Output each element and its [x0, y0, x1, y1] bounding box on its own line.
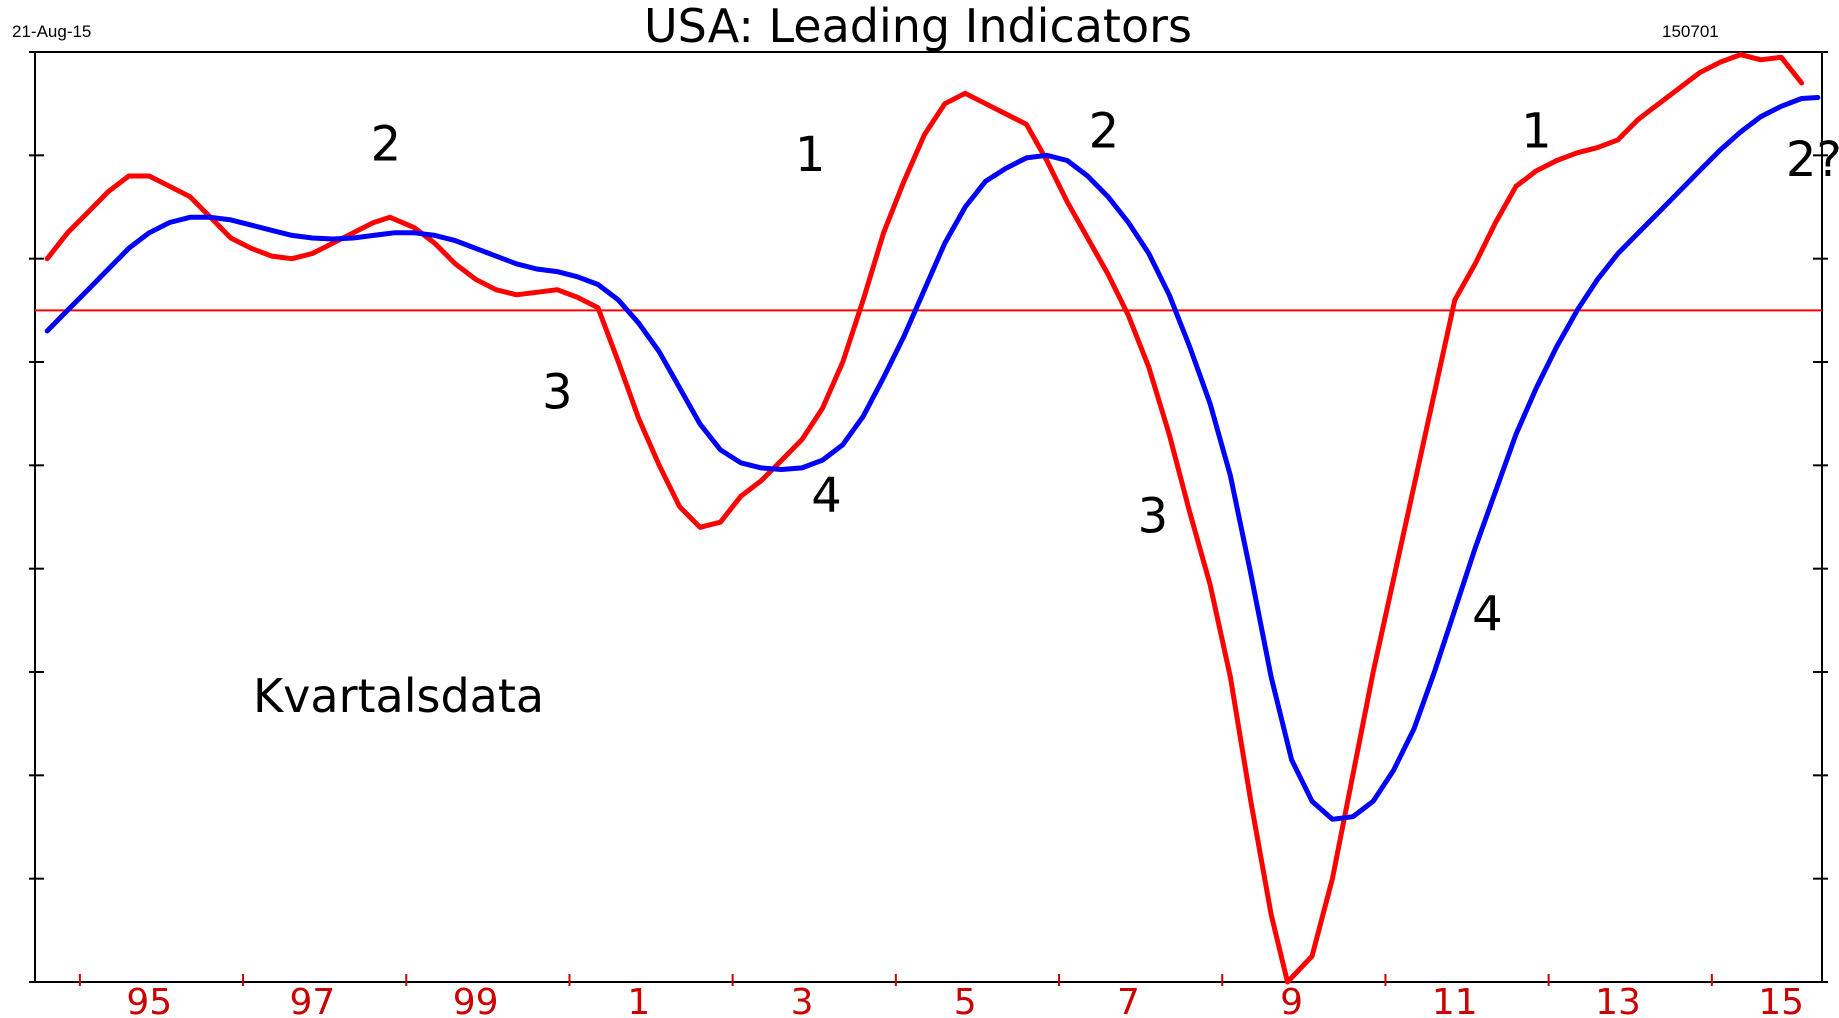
x-tick-label: 97 — [290, 982, 336, 1018]
x-tick-label: 95 — [126, 982, 172, 1018]
wave-label: 1 — [795, 127, 826, 183]
x-tick-label: 5 — [954, 982, 977, 1018]
series-layer — [44, 52, 1821, 985]
x-tick-label: 9 — [1280, 982, 1303, 1018]
x-tick-label: 15 — [1758, 982, 1804, 1018]
code-label: 150701 — [1662, 22, 1719, 41]
x-tick-label: 13 — [1595, 982, 1641, 1018]
x-tick-label: 99 — [453, 982, 499, 1018]
x-tick-label: 3 — [791, 982, 814, 1018]
wave-label: 4 — [1472, 587, 1503, 643]
wave-label: 3 — [1138, 489, 1169, 545]
plot-frame — [34, 51, 1823, 983]
wave-label: 4 — [811, 468, 842, 524]
x-axis: 95 97 99 1 3 5 7 9 11 13 15 — [78, 974, 1804, 1018]
wave-label: 2 — [1089, 104, 1120, 160]
x-tick-label: 7 — [1117, 982, 1140, 1018]
series-line-2 — [44, 95, 1821, 822]
x-tick-label: 1 — [627, 982, 650, 1018]
note-label: Kvartalsdata — [253, 669, 544, 723]
x-tick-label: 11 — [1432, 982, 1478, 1018]
series-line-1 — [44, 52, 1805, 985]
y-axis — [29, 51, 1828, 983]
wave-label: 3 — [542, 365, 573, 421]
wave-annotations: 2 1 2 1 2? 3 4 3 4 — [371, 104, 1839, 643]
chart-title: USA: Leading Indicators — [644, 0, 1192, 53]
date-label: 21-Aug-15 — [12, 22, 91, 41]
wave-label: 1 — [1521, 104, 1552, 160]
wave-label: 2 — [371, 117, 402, 173]
wave-label: 2? — [1786, 132, 1839, 188]
